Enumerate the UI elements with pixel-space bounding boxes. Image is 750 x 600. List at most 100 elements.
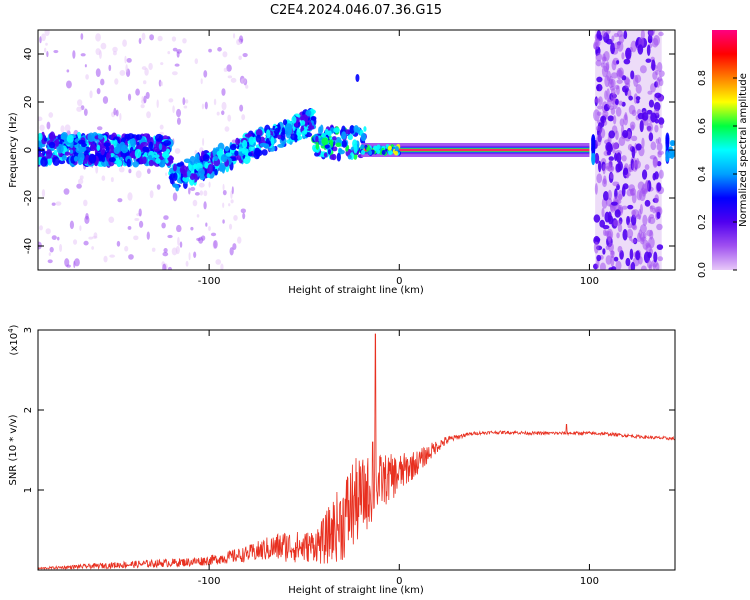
- wideband-spot: [630, 70, 635, 80]
- wideband-spot: [597, 105, 603, 110]
- noise-speckle: [95, 165, 99, 174]
- wideband-spot: [596, 111, 602, 116]
- trace-spot: [352, 139, 358, 148]
- noise-speckle: [45, 42, 48, 46]
- noise-speckle: [119, 69, 126, 76]
- noise-speckle: [196, 237, 201, 241]
- trace-spot: [360, 132, 367, 142]
- noise-speckle: [148, 62, 153, 71]
- noise-speckle: [176, 108, 182, 118]
- wideband-spot: [594, 98, 601, 103]
- noise-speckle: [45, 228, 51, 235]
- band-spot: [77, 139, 86, 145]
- noise-speckle: [41, 33, 46, 42]
- noise-speckle: [117, 198, 123, 203]
- noise-speckle: [128, 254, 134, 260]
- spectrogram-marks: [38, 30, 675, 270]
- band-spot: [162, 152, 170, 159]
- wideband-spot: [658, 117, 665, 125]
- wideband-spot: [642, 239, 649, 250]
- noise-speckle: [57, 236, 60, 241]
- wideband-spot: [654, 124, 659, 133]
- wideband-spot: [644, 164, 650, 171]
- band-spot: [48, 141, 56, 149]
- band-spot: [158, 143, 163, 151]
- wideband-spot: [657, 256, 664, 262]
- noise-speckle: [232, 243, 237, 251]
- noise-speckle: [59, 243, 63, 252]
- wideband-spot: [610, 250, 615, 259]
- noise-speckle: [100, 42, 107, 50]
- wideband-spot: [644, 181, 649, 192]
- wideband-spot: [638, 229, 643, 239]
- noise-speckle: [141, 32, 146, 41]
- noise-speckle: [172, 105, 175, 114]
- noise-speckle: [49, 246, 54, 253]
- x-tick-label: -100: [198, 276, 221, 287]
- wideband-spot: [609, 173, 614, 180]
- tone-spot: [360, 144, 365, 150]
- noise-speckle: [38, 241, 42, 250]
- noise-speckle: [237, 236, 242, 244]
- y-tick-label: 20: [23, 96, 34, 109]
- band-spot: [40, 157, 48, 167]
- wideband-spot: [610, 255, 615, 267]
- band-spot: [100, 146, 106, 156]
- wideband-spot: [613, 142, 619, 150]
- wideband-spot: [621, 155, 627, 162]
- noise-speckle: [74, 258, 80, 267]
- wideband-spot: [647, 90, 653, 95]
- wideband-spot: [605, 255, 612, 265]
- noise-speckle: [208, 48, 212, 53]
- trace-spot: [188, 163, 195, 172]
- wideband-spot: [606, 88, 610, 99]
- trace-spot: [321, 137, 329, 146]
- wideband-spot: [616, 232, 620, 239]
- noise-speckle: [222, 189, 227, 196]
- noise-speckle: [208, 181, 211, 188]
- wideband-spot: [596, 254, 602, 262]
- wideband-spot: [648, 30, 656, 37]
- noise-speckle: [128, 168, 132, 174]
- wideband-spot: [656, 223, 663, 231]
- band-spot: [64, 151, 70, 156]
- trace-spot: [363, 126, 367, 132]
- noise-speckle: [201, 103, 205, 110]
- noise-speckle: [157, 35, 163, 42]
- wideband-spot: [639, 120, 644, 133]
- noise-speckle: [146, 231, 150, 240]
- wideband-spot: [656, 61, 663, 73]
- noise-speckle: [69, 220, 75, 230]
- wideband-spot: [623, 58, 631, 65]
- noise-speckle: [48, 112, 54, 118]
- noise-speckle: [64, 124, 71, 132]
- noise-speckle: [203, 190, 208, 197]
- trace-spot: [172, 183, 178, 188]
- noise-speckle: [233, 214, 238, 221]
- band-spot: [85, 142, 90, 148]
- band-spot: [87, 132, 95, 142]
- wideband-spot: [615, 130, 619, 141]
- wideband-spot: [622, 183, 629, 190]
- band-spot: [163, 139, 172, 147]
- noise-speckle: [196, 214, 200, 218]
- trace-spot: [290, 133, 298, 141]
- band-spot: [153, 154, 160, 159]
- trace-spot: [336, 152, 341, 162]
- spectrogram-y-label: Frequency (Hz): [8, 112, 19, 188]
- wideband-spot: [632, 209, 640, 218]
- wideband-spot: [593, 214, 601, 223]
- trace-spot: [305, 109, 312, 117]
- noise-speckle: [208, 226, 211, 231]
- trace-spot: [341, 131, 347, 140]
- trace-spot: [194, 153, 200, 163]
- band-spot: [141, 136, 146, 144]
- trace-spot: [225, 152, 232, 157]
- wideband-spot: [631, 161, 639, 172]
- wideband-spot: [610, 107, 616, 115]
- snr-multiplier: (x104): [7, 324, 20, 355]
- wideband-spot: [639, 203, 643, 215]
- wideband-spot: [639, 65, 647, 74]
- wideband-spot: [646, 44, 651, 56]
- wideband-spot: [641, 169, 648, 180]
